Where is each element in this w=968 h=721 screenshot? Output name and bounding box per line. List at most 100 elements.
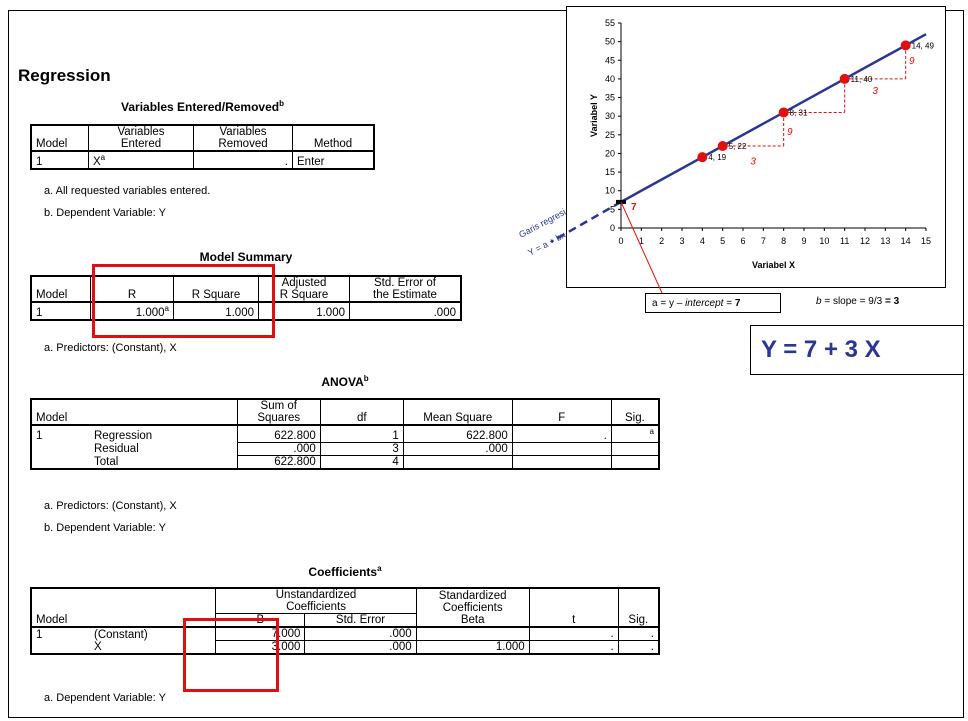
col-t: t [528, 613, 619, 628]
col-f: F [511, 398, 612, 426]
x-axis-label: Variabel X [752, 260, 795, 270]
x-tick-label: 7 [761, 236, 766, 246]
regression-heading: Regression [18, 66, 111, 85]
col-method: Method [292, 124, 375, 152]
regression-equation: Y = 7 + 3 X [750, 325, 964, 375]
data-point [697, 152, 708, 163]
r-highlight-box [92, 264, 275, 338]
y-tick-label: 35 [605, 93, 615, 103]
cell-r: 1.000a [90, 301, 174, 321]
data-point [900, 40, 911, 51]
step-label: 9 [787, 127, 793, 138]
data-point [839, 73, 850, 84]
col-standardized: Standardized Coefficients [415, 587, 530, 614]
x-tick-label: 3 [679, 236, 684, 246]
x-tick-label: 9 [801, 236, 806, 246]
data-point-label: 14, 49 [912, 41, 935, 50]
coefficients-title: Coefficientsa [308, 564, 382, 579]
intercept-callout: a = y – intercept = 7 [645, 293, 781, 313]
data-point-label: 5, 22 [729, 142, 747, 151]
x-tick-label: 1 [639, 236, 644, 246]
col-sig: Sig. [610, 398, 660, 426]
col-r: R [90, 275, 174, 303]
cell-model: 1 [30, 150, 89, 170]
y-tick-label: 20 [605, 148, 615, 158]
y-tick-label: 10 [605, 186, 615, 196]
cell-source: Regression [90, 424, 238, 443]
cell-model: 1 [30, 301, 91, 321]
y-tick-label: 40 [605, 74, 615, 84]
cell-beta: 1.000 [415, 640, 530, 655]
y-tick-label: 15 [605, 167, 615, 177]
variables-table: Model Variables Entered Variables Removed … [30, 124, 375, 170]
cell-model [30, 442, 90, 456]
slope-label: b = slope = 9/3 = 3 [816, 296, 900, 307]
b-highlight-box [183, 618, 279, 692]
y-axis-label: Variabel Y [589, 94, 599, 137]
x-tick-label: 8 [781, 236, 786, 246]
data-point-label: 11, 40 [851, 75, 873, 84]
cell-source: Total [90, 455, 238, 470]
cell-std-error: .000 [349, 301, 462, 321]
col-std-error: Std. Error [304, 613, 417, 628]
regression-chart-box [566, 6, 946, 288]
cell-f: . [511, 424, 612, 443]
y-tick-label: 55 [605, 18, 615, 28]
y-tick-label: 50 [605, 37, 615, 47]
cell-f [511, 441, 612, 456]
coefficients-table: Unstandardized Coefficients Standardized C… [30, 587, 660, 655]
col-model: Model [30, 124, 89, 152]
col-model: Model [30, 398, 238, 426]
x-tick-label: 14 [901, 236, 911, 246]
x-tick-label: 2 [659, 236, 664, 246]
regression-line [620, 33, 927, 204]
note: a. All requested variables entered. [44, 185, 211, 197]
cell-f [511, 454, 612, 470]
model-summary-title: Model Summary [199, 250, 293, 264]
cell-sig [610, 454, 660, 470]
note: a. Predictors: (Constant), X [44, 342, 177, 354]
col-sig: Sig. [617, 613, 660, 628]
cell-removed: . [193, 150, 293, 170]
step-label: 3 [750, 157, 756, 168]
cell-model [30, 455, 90, 470]
y-tick-label: 5 [610, 204, 615, 214]
cell-sig [610, 441, 660, 456]
x-tick-label: 4 [700, 236, 705, 246]
data-point [717, 141, 728, 151]
cell-ss: 622.800 [236, 424, 321, 443]
model-summary-table: Model R R Square Adjusted R Square Std. E… [30, 275, 462, 321]
col-df: df [319, 398, 404, 426]
step-label: 3 [872, 86, 878, 97]
x-tick-label: 13 [880, 236, 890, 246]
cell-sig: a [610, 424, 660, 443]
cell-source: Residual [90, 442, 238, 456]
col-std-error: Std. Error of the Estimate [349, 275, 462, 303]
data-point [778, 107, 789, 118]
col-unstandardized: Unstandardized Coefficients [215, 587, 417, 614]
regression-line-extension [550, 200, 622, 243]
step-label: 9 [909, 56, 915, 67]
x-tick-label: 15 [921, 236, 931, 246]
cell-model: 1 [30, 626, 90, 641]
x-tick-label: 12 [860, 236, 870, 246]
cell-method: Enter [292, 150, 375, 170]
col-sum-squares: Sum of Squares [236, 398, 321, 426]
anova-table: Model Sum of Squares df Mean Square F Sig… [30, 398, 660, 470]
note: a. Predictors: (Constant), X [44, 500, 177, 512]
data-point-label: 8, 31 [790, 108, 808, 117]
col-r-square: R Square [173, 275, 259, 303]
cell-se: .000 [304, 640, 417, 655]
note: a. Dependent Variable: Y [44, 692, 166, 704]
slide-frame [8, 10, 964, 718]
y-tick-label: 0 [610, 223, 615, 233]
note: b. Dependent Variable: Y [44, 207, 166, 219]
cell-ss: .000 [236, 441, 321, 456]
col-removed: Variables Removed [193, 124, 293, 152]
intercept-label: 7 [631, 202, 637, 213]
anova-title: ANOVAb [321, 374, 369, 389]
col-mean-square: Mean Square [402, 398, 513, 426]
variables-table-title: Variables Entered/Removedb [121, 99, 284, 114]
x-tick-label: 5 [720, 236, 725, 246]
